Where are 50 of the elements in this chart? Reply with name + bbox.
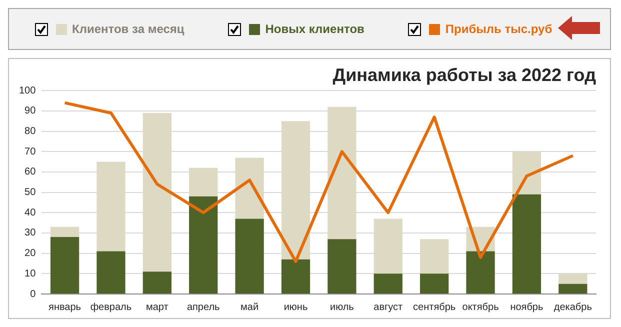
legend-label: Новых клиентов [265, 22, 364, 36]
bar [558, 284, 588, 294]
bar [328, 106, 356, 240]
bar [281, 259, 310, 294]
x-tick-label: сентябрь [413, 302, 456, 313]
bar [512, 194, 542, 294]
bar [420, 239, 449, 274]
x-tick-label: июнь [284, 302, 308, 313]
y-tick-label: 40 [24, 207, 36, 218]
x-tick-label: ноябрь [510, 302, 544, 313]
bar [96, 162, 126, 252]
bar [50, 226, 80, 238]
legend-label: Прибыль тыс.руб [445, 22, 552, 36]
y-tick-label: 70 [24, 146, 36, 158]
x-tick-label: май [240, 302, 259, 313]
x-tick-label: июль [330, 302, 354, 313]
y-tick-label: 0 [30, 288, 36, 300]
bar [328, 239, 356, 294]
bar [235, 218, 264, 294]
bar [374, 274, 402, 294]
bar [281, 121, 310, 260]
y-tick-label: 20 [24, 248, 36, 260]
y-tick-label: 90 [24, 106, 36, 117]
y-tick-label: 30 [24, 228, 36, 239]
bar [466, 251, 495, 294]
chart-title: Динамика работы за 2022 год [332, 64, 597, 85]
bar [558, 274, 588, 284]
bar [142, 112, 172, 272]
y-tick-label: 10 [24, 268, 36, 280]
y-tick-label: 60 [24, 166, 36, 178]
x-tick-label: апрель [186, 302, 220, 313]
x-tick-label: январь [48, 302, 82, 313]
bar [50, 237, 80, 294]
x-tick-label: декабрь [554, 302, 592, 313]
bar [96, 251, 126, 294]
y-tick-label: 50 [24, 187, 36, 198]
x-tick-label: март [146, 302, 169, 313]
bar [189, 196, 218, 294]
bar [235, 158, 264, 219]
x-tick-label: октябрь [462, 302, 499, 313]
bar [420, 274, 449, 294]
x-tick-label: февраль [90, 302, 132, 313]
bar [142, 272, 172, 294]
bar [512, 152, 542, 194]
legend-label: Клиентов за месяц [72, 22, 184, 36]
x-tick-label: август [374, 302, 404, 313]
bar [374, 218, 402, 274]
y-tick-label: 100 [18, 85, 36, 96]
y-tick-label: 80 [24, 126, 36, 138]
bar [189, 168, 218, 196]
